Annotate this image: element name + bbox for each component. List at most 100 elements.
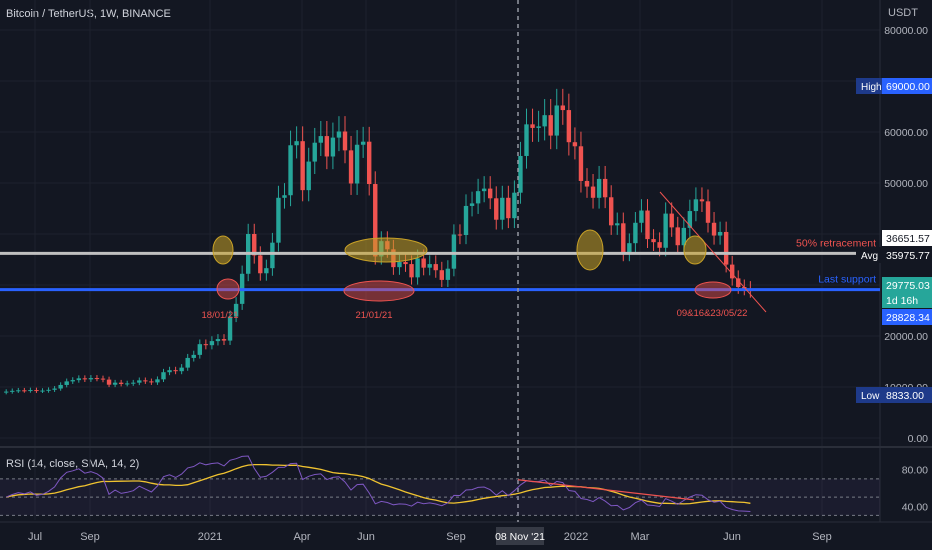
candle-body: [445, 268, 451, 280]
candle-body: [4, 391, 9, 393]
highlight-ellipse: [216, 278, 240, 300]
rsi-ma-line: [6, 463, 751, 505]
rsi-tick-label: 80.00: [902, 465, 928, 477]
candle-body: [542, 115, 547, 127]
candle-body: [88, 378, 94, 380]
candle-body: [723, 231, 729, 265]
time-tick-label: Mar: [631, 531, 650, 543]
price-badge: [882, 387, 932, 403]
highlight-ellipse: [683, 235, 707, 265]
candle-body: [439, 270, 444, 280]
candle-body: [354, 144, 360, 184]
candle-body: [360, 141, 366, 145]
retracement-label: 50% retracement: [796, 237, 876, 249]
candle-body: [681, 227, 686, 246]
candle-body: [112, 382, 118, 385]
candle-body: [639, 210, 644, 223]
candle-body: [730, 264, 735, 279]
candle-body: [288, 145, 293, 196]
candle-body: [373, 184, 378, 257]
candle-body: [227, 316, 233, 341]
candle-body: [276, 197, 281, 243]
candle-body: [524, 124, 529, 156]
drawing-overlays: 50% retracement Last support 18/01/21 21/01…: [0, 0, 880, 522]
candle-body: [397, 262, 402, 268]
price-tick-label: 60000.00: [884, 127, 928, 139]
price-badge-tag-label: Avg: [861, 251, 878, 262]
candle-body: [663, 213, 668, 248]
candle-body: [125, 383, 130, 385]
candle-body: [717, 231, 723, 236]
candle-body: [433, 264, 438, 271]
candle-body: [705, 201, 711, 223]
time-tick-label: 2022: [564, 531, 588, 543]
candle-body: [149, 381, 154, 383]
candle-body: [40, 390, 45, 392]
price-badge: [882, 78, 932, 94]
price-badge-value: 8833.00: [886, 390, 924, 402]
candle-body: [167, 370, 172, 373]
price-badge-value: 36651.57: [886, 233, 930, 245]
candle-body: [209, 341, 215, 346]
time-tick-label: Jun: [723, 531, 741, 543]
time-tick-label: Apr: [293, 531, 310, 543]
candle-body: [143, 380, 148, 382]
time-axis: Jul Sep 2021 Apr Jun Sep 2022 Mar Jun Sep 08 Nov '…: [28, 527, 832, 545]
price-badge-tag: [856, 78, 882, 94]
candle-body: [651, 239, 656, 243]
price-tick-label: 80000.00: [884, 25, 928, 37]
price-badge-tag: [856, 387, 882, 403]
candle-body: [572, 142, 578, 147]
highlight-ellipse: [694, 281, 732, 299]
candle-body: [481, 188, 487, 192]
candle-body: [736, 278, 741, 288]
price-badge: [882, 277, 932, 293]
candle-body: [506, 197, 511, 219]
candle-body: [264, 268, 269, 274]
candle-body: [494, 198, 499, 220]
candlesticks: [4, 88, 753, 395]
pane-divider: [0, 0, 932, 523]
candle-body: [336, 131, 342, 138]
currency-label: USDT: [888, 7, 918, 19]
candle-body: [421, 258, 426, 268]
candle-body: [10, 390, 15, 392]
rsi-indicator-title[interactable]: RSI (14, close, SMA, 14, 2): [6, 458, 140, 470]
price-badge-tag: [856, 247, 882, 263]
candle-body: [457, 234, 463, 236]
candle-body: [179, 367, 184, 372]
candle-body: [469, 203, 475, 206]
candle-body: [52, 388, 57, 390]
candle-body: [330, 137, 336, 157]
candle-body: [221, 339, 227, 341]
candle-body: [451, 234, 457, 269]
candle-body: [312, 142, 317, 162]
time-tick-label: Sep: [812, 531, 832, 543]
candle-body: [615, 223, 620, 226]
candle-body: [270, 242, 275, 269]
rsi-line: [6, 455, 751, 512]
time-tick-label: Jun: [357, 531, 375, 543]
candle-body: [28, 390, 33, 392]
candle-body: [155, 379, 160, 383]
candle-body: [197, 344, 202, 355]
candle-body: [536, 126, 541, 128]
candle-body: [530, 124, 535, 128]
candle-body: [173, 370, 178, 372]
candle-body: [602, 178, 608, 198]
candle-body: [693, 199, 699, 212]
candle-body: [488, 188, 493, 199]
candle-body: [633, 222, 638, 244]
candle-body: [427, 264, 432, 268]
price-badge-tag-label: Low: [861, 391, 880, 402]
candle-body: [203, 344, 209, 346]
candle-body: [137, 380, 142, 383]
candle-body: [584, 180, 590, 187]
rsi-divergence-line: [517, 479, 695, 501]
price-badge-value: 35975.77: [886, 250, 930, 262]
candle-body: [215, 339, 221, 342]
price-badge-value: 1d 16h: [886, 295, 918, 307]
candle-body: [590, 186, 596, 198]
candle-body: [94, 378, 100, 380]
